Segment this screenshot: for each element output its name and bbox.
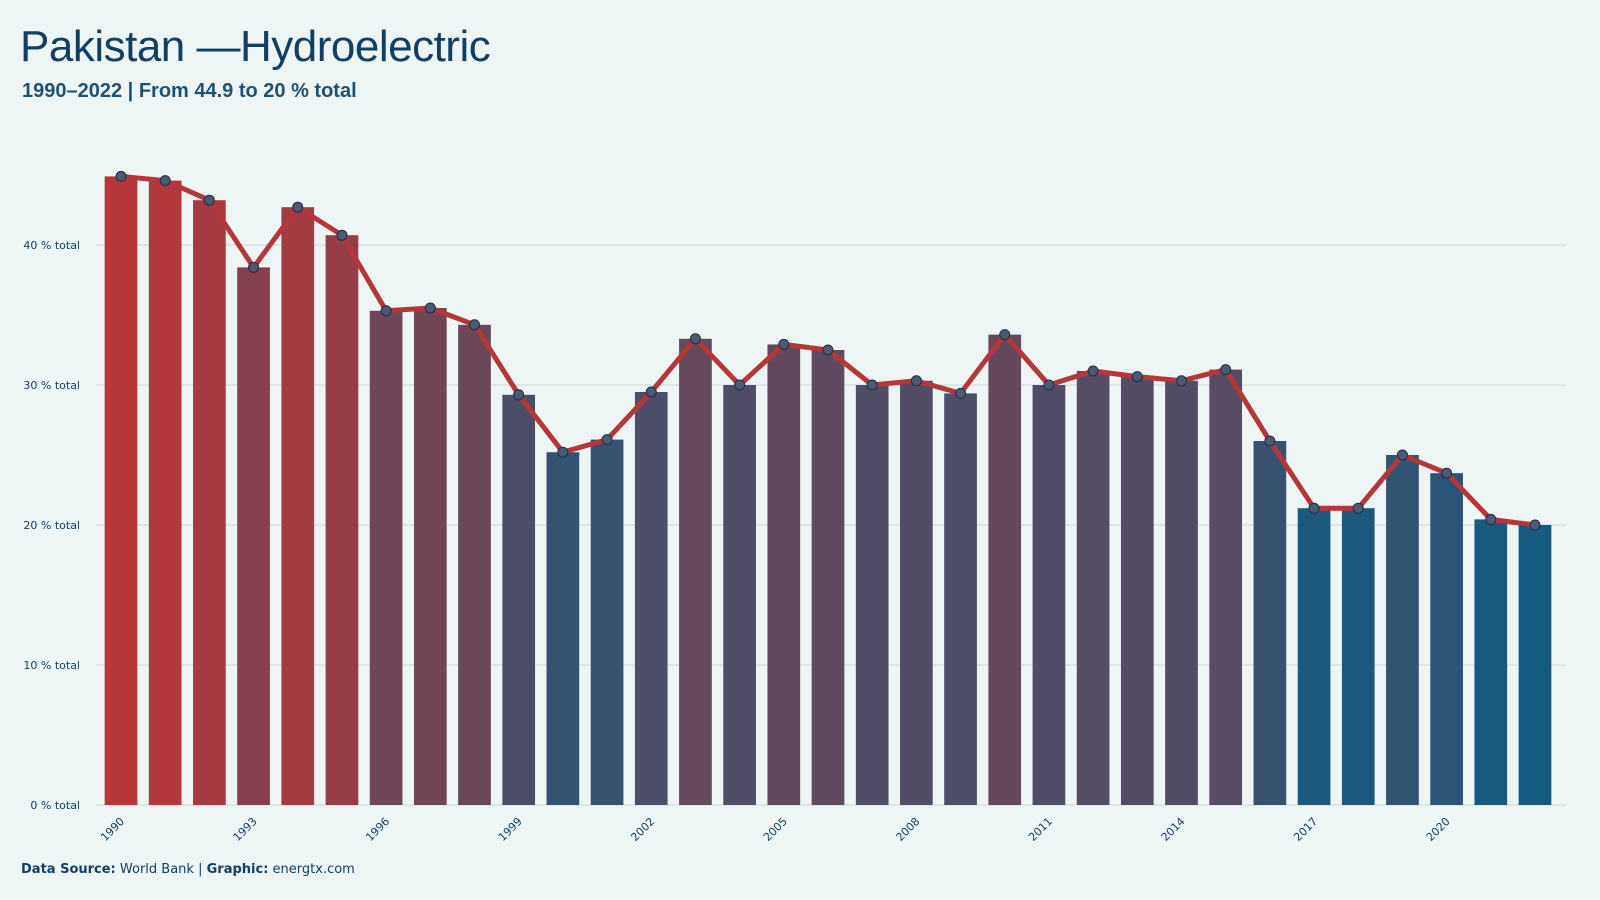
bar — [1341, 508, 1375, 805]
x-tick-label: 2008 — [894, 815, 923, 844]
data-point — [159, 175, 171, 187]
bar — [1518, 525, 1552, 805]
data-point — [1529, 519, 1541, 531]
chart-subtitle: 1990–2022 | From 44.9 to 20 % total — [22, 80, 357, 102]
bar — [590, 439, 624, 805]
bar — [546, 452, 580, 805]
data-point — [115, 170, 127, 182]
data-point — [557, 446, 569, 458]
data-point — [1087, 365, 1099, 377]
data-point — [380, 305, 392, 317]
y-axis-ticks: 0 % total 10 % total 20 % total 30 % total 4… — [23, 239, 80, 812]
data-point — [1176, 375, 1187, 387]
bar — [369, 310, 403, 805]
x-axis-ticks: 1990 1993 1996 1999 2002 2005 2008 2011 2014 2017… — [98, 815, 1453, 844]
bar — [1209, 369, 1243, 805]
y-tick-label: 30 % total — [23, 379, 80, 392]
x-tick-label: 2017 — [1291, 815, 1320, 844]
footer-separator: | — [198, 862, 203, 877]
bar — [1120, 376, 1154, 805]
data-point — [866, 379, 878, 391]
bar — [458, 324, 491, 805]
data-point — [910, 375, 922, 387]
bar — [723, 385, 756, 805]
source-value: World Bank — [119, 862, 194, 877]
data-point — [469, 319, 480, 331]
x-tick-label: 1990 — [98, 815, 127, 844]
data-point — [689, 333, 701, 345]
data-point — [424, 302, 436, 314]
bar — [988, 334, 1022, 805]
data-point — [1131, 371, 1143, 383]
data-point — [1485, 513, 1497, 525]
graphic-label: Graphic: — [206, 862, 269, 877]
bar — [1165, 380, 1198, 805]
bar — [502, 394, 536, 805]
bar — [1430, 473, 1463, 805]
bar — [281, 207, 315, 805]
data-point — [1043, 379, 1055, 391]
chart-title: Pakistan —Hydroelectric — [20, 22, 491, 71]
point-layer — [115, 170, 1541, 531]
bar — [679, 338, 712, 805]
source-label: Data Source: — [21, 862, 116, 877]
y-tick-label: 0 % total — [30, 799, 80, 812]
data-point — [336, 229, 348, 241]
bar — [1032, 385, 1066, 805]
bar — [148, 180, 182, 806]
x-tick-label: 2002 — [628, 815, 657, 844]
data-point — [822, 344, 834, 356]
bar — [811, 350, 845, 805]
data-point — [513, 389, 525, 401]
data-point — [645, 386, 657, 398]
bar — [1076, 371, 1110, 805]
x-tick-label: 1999 — [496, 815, 525, 844]
data-point — [1441, 467, 1453, 479]
data-point — [1264, 435, 1276, 447]
data-point — [1352, 502, 1364, 514]
data-point — [955, 387, 967, 399]
x-tick-label: 2005 — [761, 815, 790, 844]
x-tick-label: 1996 — [363, 815, 392, 844]
bar — [1297, 508, 1331, 805]
bar — [237, 267, 270, 805]
y-tick-label: 20 % total — [23, 519, 80, 532]
data-point — [1308, 502, 1320, 514]
bar — [900, 380, 933, 805]
bar — [855, 385, 889, 805]
bar — [325, 235, 359, 805]
x-tick-label: 2014 — [1159, 815, 1188, 844]
data-point — [778, 338, 790, 350]
x-tick-label: 2011 — [1026, 815, 1055, 844]
data-point — [999, 329, 1011, 341]
data-point — [248, 261, 260, 273]
y-tick-label: 40 % total — [23, 239, 80, 252]
graphic-value: energtx.com — [272, 862, 355, 877]
bar — [767, 344, 801, 805]
bar — [413, 308, 447, 805]
data-point — [1220, 364, 1232, 376]
bar — [1253, 441, 1287, 805]
x-tick-label: 2020 — [1424, 815, 1453, 844]
bar — [1474, 519, 1508, 805]
x-tick-label: 1993 — [231, 815, 260, 844]
data-point — [292, 201, 304, 213]
y-tick-label: 10 % total — [23, 659, 80, 672]
bar-layer — [104, 176, 1552, 806]
bar — [944, 393, 977, 805]
bar — [634, 392, 668, 805]
bar — [193, 200, 226, 805]
data-point — [203, 194, 215, 206]
data-point — [734, 379, 746, 391]
bar — [104, 176, 138, 805]
footer-credits: Data Source: World Bank | Graphic: energ… — [21, 862, 355, 877]
bar — [1386, 455, 1419, 805]
data-point — [601, 434, 613, 446]
data-point — [1396, 449, 1408, 461]
